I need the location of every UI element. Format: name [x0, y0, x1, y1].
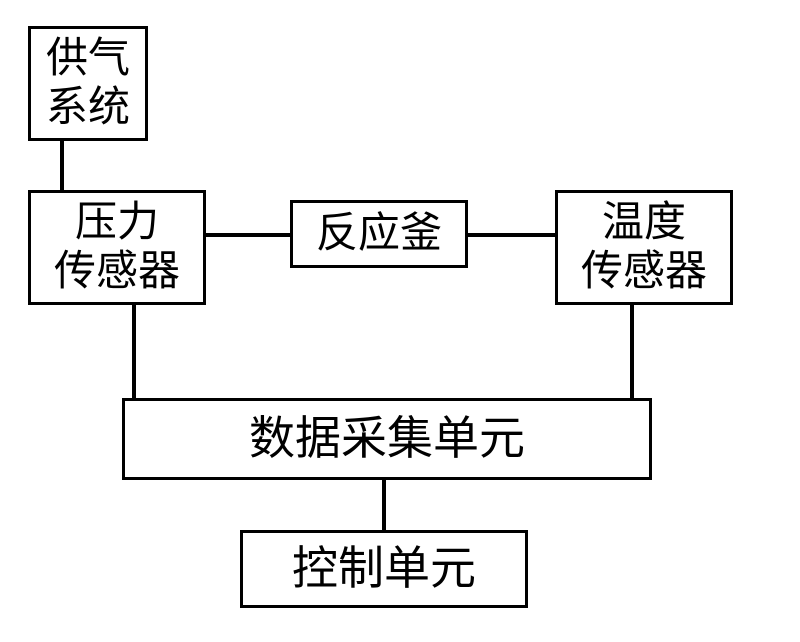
- node-label: 反应釜: [316, 210, 442, 258]
- node-temp-sensor: 温度 传感器: [555, 190, 733, 305]
- node-controller: 控制单元: [240, 530, 528, 608]
- edge-temp-to-daq: [630, 305, 634, 398]
- edge-pressure-to-daq: [132, 305, 136, 398]
- node-reactor: 反应釜: [290, 200, 468, 268]
- node-daq: 数据采集单元: [122, 398, 652, 480]
- edge-reactor-to-temp: [468, 233, 555, 237]
- edge-pressure-to-reactor: [206, 233, 290, 237]
- node-pressure-sensor: 压力 传感器: [28, 190, 206, 305]
- node-label: 压力 传感器: [54, 199, 180, 296]
- edge-gas-to-pressure: [60, 141, 64, 190]
- node-label: 供气 系统: [46, 35, 130, 132]
- node-gas-supply: 供气 系统: [28, 26, 148, 141]
- node-label: 温度 传感器: [581, 199, 707, 296]
- node-label: 控制单元: [292, 543, 476, 596]
- node-label: 数据采集单元: [249, 413, 525, 466]
- diagram-canvas: 供气 系统 压力 传感器 反应釜 温度 传感器 数据采集单元 控制单元: [0, 0, 800, 642]
- edge-daq-to-controller: [382, 480, 386, 530]
